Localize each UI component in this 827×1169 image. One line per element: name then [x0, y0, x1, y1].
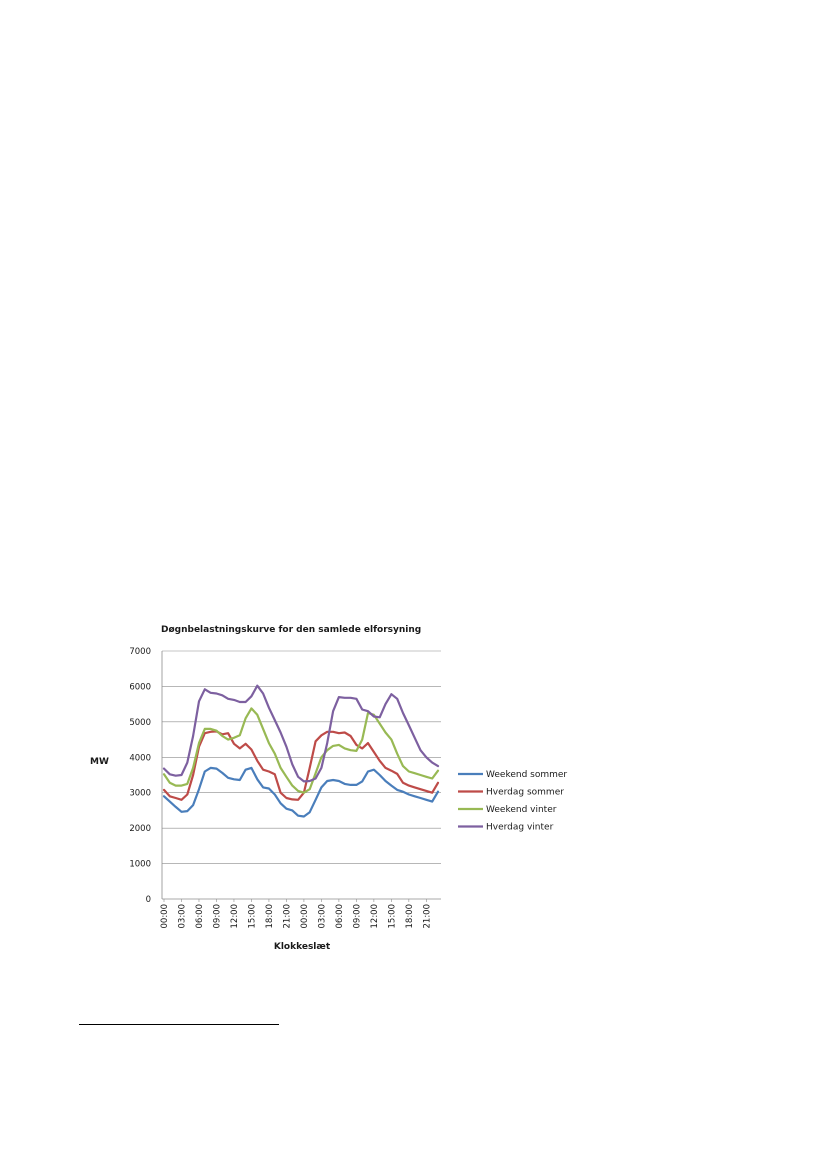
legend-label: Weekend sommer — [486, 770, 567, 780]
chart-title: Døgnbelastningskurve for den samlede elf… — [161, 625, 421, 635]
x-tick-label: 15:00 — [247, 904, 257, 929]
series-lines — [162, 684, 440, 818]
y-tick-label: 1000 — [129, 860, 151, 870]
series-line — [162, 684, 440, 783]
y-tick-label: 6000 — [129, 682, 151, 692]
x-tick-label: 09:00 — [212, 904, 222, 929]
y-tick-label: 3000 — [129, 789, 151, 799]
x-tick-label: 00:00 — [160, 904, 170, 929]
y-tick-label: 4000 — [129, 753, 151, 763]
x-tick-label: 12:00 — [370, 904, 380, 929]
x-tick-label: 06:00 — [335, 904, 345, 929]
series-line — [162, 730, 440, 801]
y-tick-label: 5000 — [129, 718, 151, 728]
x-tick-label: 21:00 — [422, 904, 432, 929]
x-tick-labels: 00:00 03:00 06:00 09:00 12:00 15:00 18:00 21:00… — [160, 899, 432, 929]
x-axis-title: Klokkeslæt — [274, 942, 331, 952]
x-tick-label: 21:00 — [282, 904, 292, 929]
y-axis-title: MW — [90, 757, 109, 767]
x-tick-label: 09:00 — [352, 904, 362, 929]
legend-label: Hverdag vinter — [486, 823, 554, 833]
x-tick-label: 03:00 — [317, 904, 327, 929]
legend-label: Weekend vinter — [486, 805, 557, 815]
y-tick-label: 2000 — [129, 824, 151, 834]
x-tick-label: 15:00 — [387, 904, 397, 929]
x-tick-label: 18:00 — [405, 904, 415, 929]
footnote-separator — [79, 1024, 279, 1025]
legend-label: Hverdag sommer — [486, 788, 564, 798]
y-tick-label: 0 — [146, 895, 151, 905]
x-tick-label: 03:00 — [177, 904, 187, 929]
x-tick-label: 12:00 — [230, 904, 240, 929]
x-tick-label: 06:00 — [195, 904, 205, 929]
y-tick-label: 7000 — [129, 647, 151, 657]
series-line — [162, 766, 440, 818]
series-line — [162, 707, 440, 794]
y-tick-labels: 0 1000 2000 3000 4000 5000 6000 7000 — [129, 647, 151, 905]
axes — [161, 651, 441, 900]
x-tick-label: 00:00 — [300, 904, 310, 929]
x-tick-label: 18:00 — [265, 904, 275, 929]
legend: Weekend sommer Hverdag sommer Weekend vint… — [458, 770, 567, 833]
